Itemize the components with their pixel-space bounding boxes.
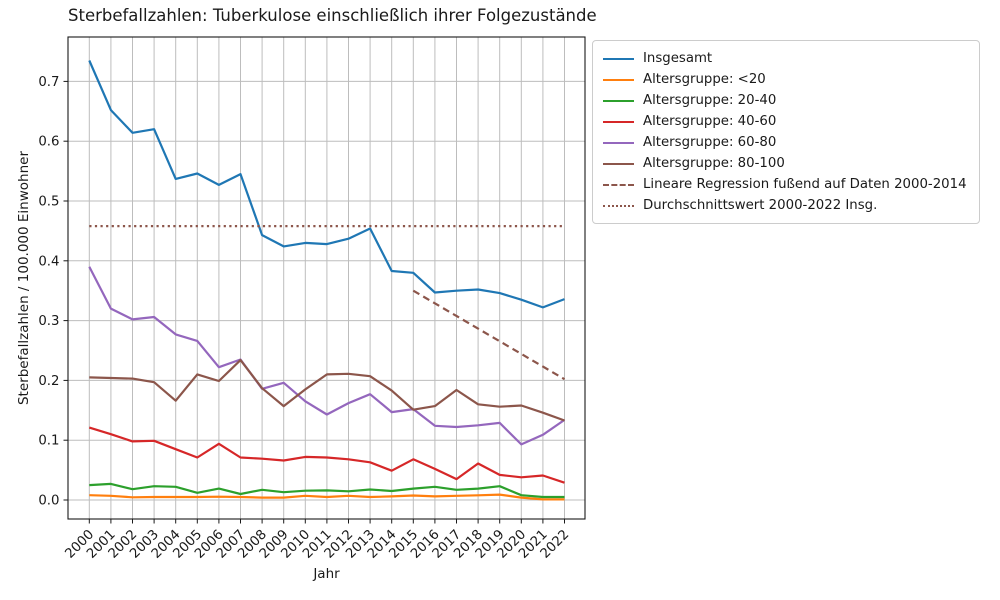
legend-item: Altersgruppe: 60-80 [603, 132, 967, 153]
y-tick-label: 0.5 [38, 195, 59, 210]
series-line-6 [412, 289, 566, 381]
x-axis-label: Jahr [313, 566, 340, 582]
series-lines [88, 60, 566, 501]
legend-item: Durchschnittswert 2000-2022 Insg. [603, 195, 967, 216]
legend-item-label: Altersgruppe: 20-40 [643, 93, 777, 108]
legend-item: Altersgruppe: <20 [603, 69, 967, 90]
y-tick-label: 0.3 [38, 314, 59, 329]
series-line-3 [88, 426, 565, 484]
legend-line-sample [603, 141, 634, 144]
legend-line-sample [603, 57, 634, 60]
legend-line-sample [603, 99, 634, 102]
legend: Insgesamt Altersgruppe: <20 Altersgruppe: … [592, 40, 980, 224]
legend-item: Altersgruppe: 40-60 [603, 111, 967, 132]
legend-line-sample [603, 204, 634, 207]
legend-item-label: Durchschnittswert 2000-2022 Insg. [643, 198, 878, 213]
legend-line-sample [603, 120, 634, 123]
legend-item: Altersgruppe: 20-40 [603, 90, 967, 111]
series-line-5 [89, 359, 565, 422]
series-line-0 [88, 60, 565, 309]
y-tick-label: 0.4 [38, 254, 59, 269]
series-line-2 [89, 482, 565, 499]
legend-item-label: Altersgruppe: 80-100 [643, 156, 785, 171]
legend-line-sample [603, 183, 634, 186]
legend-line-sample [603, 162, 634, 165]
series-line-1 [89, 493, 565, 501]
axis-ticks [63, 80, 565, 524]
legend-item-label: Altersgruppe: 40-60 [643, 114, 777, 129]
legend-item-label: Insgesamt [643, 51, 713, 66]
legend-item: Insgesamt [603, 48, 967, 69]
chart-title: Sterbefallzahlen: Tuberkulose einschließ… [68, 6, 597, 25]
legend-item-label: Altersgruppe: 60-80 [643, 135, 777, 150]
legend-item: Lineare Regression fußend auf Daten 2000… [603, 174, 967, 195]
y-tick-label: 0.7 [38, 75, 59, 90]
y-tick-label: 0.2 [38, 374, 59, 389]
y-tick-label: 0.6 [38, 135, 59, 150]
legend-item-label: Altersgruppe: <20 [643, 72, 766, 87]
legend-item: Altersgruppe: 80-100 [603, 153, 967, 174]
y-tick-label: 0.0 [38, 494, 59, 509]
series-line-4 [88, 266, 566, 446]
legend-item-label: Lineare Regression fußend auf Daten 2000… [643, 177, 967, 192]
y-tick-label: 0.1 [38, 434, 59, 449]
legend-line-sample [603, 78, 634, 81]
x-tick-labels: 2000200120022003200420052006200720082009… [63, 527, 573, 562]
grid [68, 37, 585, 519]
y-tick-labels: 0.0 0.1 0.2 0.3 0.4 0.5 0.6 0.7 [38, 75, 59, 509]
